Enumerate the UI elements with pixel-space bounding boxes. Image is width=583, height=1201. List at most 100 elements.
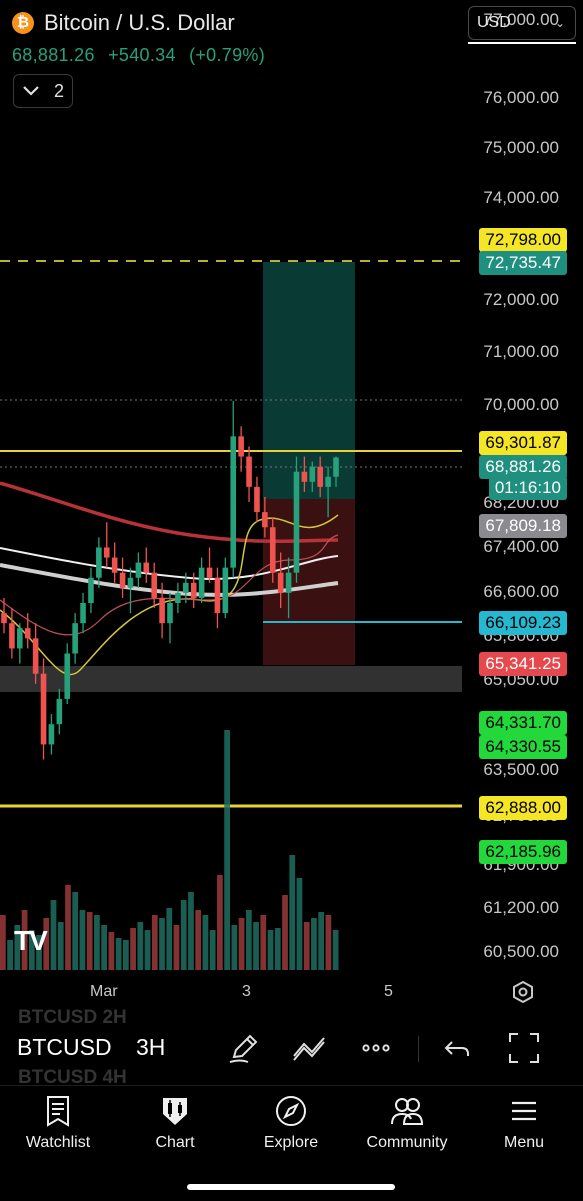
community-icon <box>391 1098 424 1125</box>
candle-body <box>277 572 284 593</box>
chart-area[interactable]: 77,000.00 76,000.00 75,000.00 74,000.00 72,0… <box>0 0 583 1005</box>
candle-body <box>183 582 189 593</box>
candle-body <box>333 457 339 477</box>
volume-bar <box>332 930 339 970</box>
volume-bar <box>274 928 281 970</box>
volume-bar <box>79 910 86 970</box>
candle-body <box>88 577 94 603</box>
candle-body <box>9 623 15 649</box>
symbol-title[interactable]: Bitcoin / U.S. Dollar <box>44 10 235 35</box>
candle-body <box>119 572 126 588</box>
volume-bar <box>101 925 108 970</box>
moving-average-pink <box>0 534 339 636</box>
volume-bar <box>282 895 288 970</box>
volume-bar <box>151 915 158 970</box>
candle-body <box>48 724 55 745</box>
candle-body <box>317 466 323 487</box>
volume-bar <box>43 918 50 970</box>
tab-chart[interactable]: Chart <box>120 1094 230 1152</box>
settings-axis-icon[interactable] <box>510 979 536 1010</box>
volume-bar <box>14 925 21 970</box>
x-tick-label: 3 <box>242 983 251 1000</box>
volume-bar <box>144 930 151 970</box>
volume-bar <box>180 900 187 970</box>
price-change-percent: (+0.79%) <box>189 45 266 65</box>
symbol-button[interactable]: BTCUSD <box>17 1034 112 1060</box>
candle-body <box>309 466 316 482</box>
volume-bar <box>122 940 129 970</box>
fullscreen-icon[interactable] <box>506 1030 546 1066</box>
volume-bar <box>7 940 13 970</box>
candle-body <box>206 567 213 578</box>
tab-label: Explore <box>263 1134 319 1151</box>
y-tick-label: 72,000.00 <box>483 290 559 309</box>
tab-menu[interactable]: Menu <box>469 1094 579 1152</box>
chart-header: ₿ Bitcoin / U.S. Dollar 68,881.26 +540.3… <box>0 0 583 112</box>
y-tick-label: 60,500.00 <box>483 942 559 961</box>
candle-body <box>135 562 142 578</box>
volume-bar <box>217 875 223 970</box>
tab-explore[interactable]: Explore <box>236 1094 346 1152</box>
candle-body <box>301 471 308 482</box>
price-tag: 64,331.70 <box>479 711 567 735</box>
candle-body <box>127 577 134 588</box>
volume-bar <box>50 900 57 970</box>
compass-icon <box>276 1096 306 1126</box>
demand-zone <box>0 666 462 692</box>
undo-icon[interactable] <box>440 1030 480 1066</box>
volume-bar <box>253 922 259 970</box>
candle-body <box>246 456 252 487</box>
tab-community[interactable]: Community <box>352 1094 462 1152</box>
volume-bar <box>130 928 136 970</box>
candle-body <box>24 628 31 639</box>
bottom-tab-bar: Watchlist Chart Explore Community Menu <box>0 1085 583 1201</box>
volume-bar <box>260 915 267 970</box>
volume-bar <box>65 885 71 970</box>
volume-bar <box>231 925 238 970</box>
tab-watchlist[interactable]: Watchlist <box>3 1094 113 1152</box>
volume-bar <box>108 932 115 970</box>
last-price: 68,881.26 <box>12 45 95 65</box>
indicator-count: 2 <box>53 80 64 101</box>
candle-body <box>222 567 229 614</box>
candle-body <box>325 476 331 487</box>
candle-body <box>230 436 237 568</box>
menu-icon <box>512 1101 536 1121</box>
indicators-icon[interactable] <box>290 1030 330 1066</box>
tab-label: Menu <box>503 1134 545 1151</box>
currency-select[interactable]: USD ⌄ <box>468 6 576 40</box>
volume-bar <box>94 915 100 970</box>
y-tick-label: 74,000.00 <box>483 188 559 207</box>
candle-body <box>214 577 221 614</box>
candle-body <box>238 436 244 457</box>
price-chart[interactable] <box>0 0 583 1005</box>
volume-bar <box>36 935 42 970</box>
volume-bar <box>188 892 194 970</box>
more-options-icon[interactable] <box>358 1030 398 1066</box>
toolbar-divider <box>418 1036 419 1062</box>
drawing-pen-icon[interactable] <box>226 1030 266 1066</box>
volume-bar <box>267 930 274 970</box>
volume-bar <box>296 878 303 970</box>
volume-bar <box>21 910 28 970</box>
chevron-down-icon: ⌄ <box>554 16 565 30</box>
y-tick-label: 75,000.00 <box>483 138 559 157</box>
volume-bar <box>224 730 230 970</box>
interval-button[interactable]: 3H <box>136 1034 166 1060</box>
price-tag: 72,798.00 <box>479 228 567 252</box>
watchlist-icon <box>47 1096 69 1127</box>
y-tick-label: 76,000.00 <box>483 88 559 107</box>
collapse-indicators-button[interactable]: 2 <box>13 74 73 108</box>
volume-bar <box>209 930 216 970</box>
volume-bar <box>195 910 202 970</box>
candle-body <box>56 698 63 725</box>
tradingview-logo: TV <box>14 925 48 956</box>
price-tag: 68,881.26 <box>479 455 567 479</box>
candle-body <box>96 547 102 578</box>
candle-body <box>159 597 165 624</box>
candle-body <box>175 592 181 603</box>
candle-body <box>1 613 7 624</box>
y-tick-label: 71,000.00 <box>483 342 559 361</box>
volume-bar <box>72 892 79 970</box>
volume-bar <box>86 912 93 970</box>
